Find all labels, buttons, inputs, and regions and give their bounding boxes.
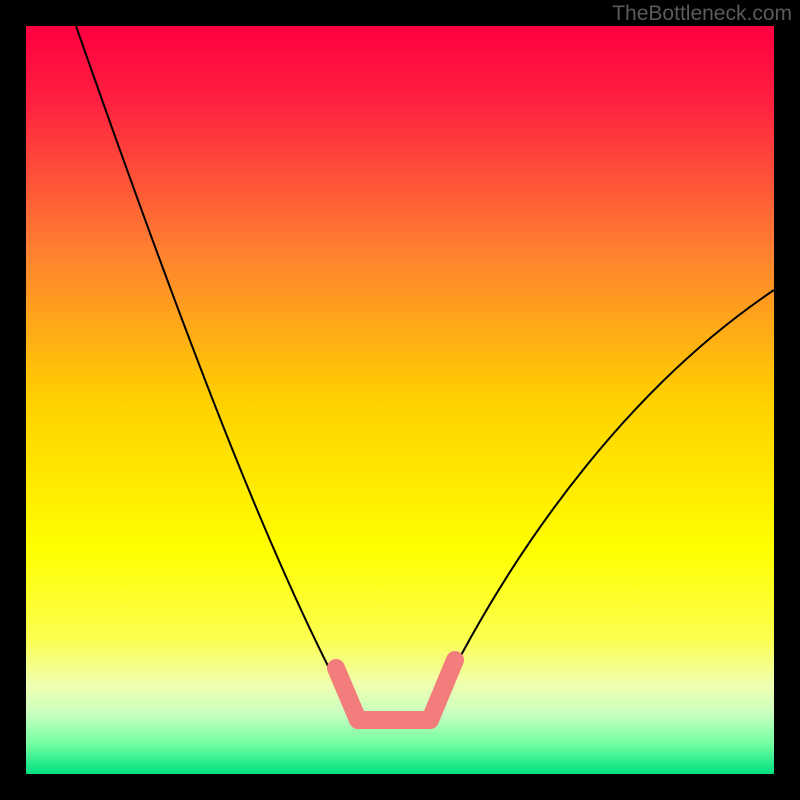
right-curve (432, 290, 774, 712)
curve-overlay (0, 0, 800, 800)
watermark-text: TheBottleneck.com (612, 2, 792, 26)
left-curve (76, 26, 352, 712)
bottleneck-chart: TheBottleneck.com (0, 0, 800, 800)
highlight-marker (336, 660, 455, 720)
